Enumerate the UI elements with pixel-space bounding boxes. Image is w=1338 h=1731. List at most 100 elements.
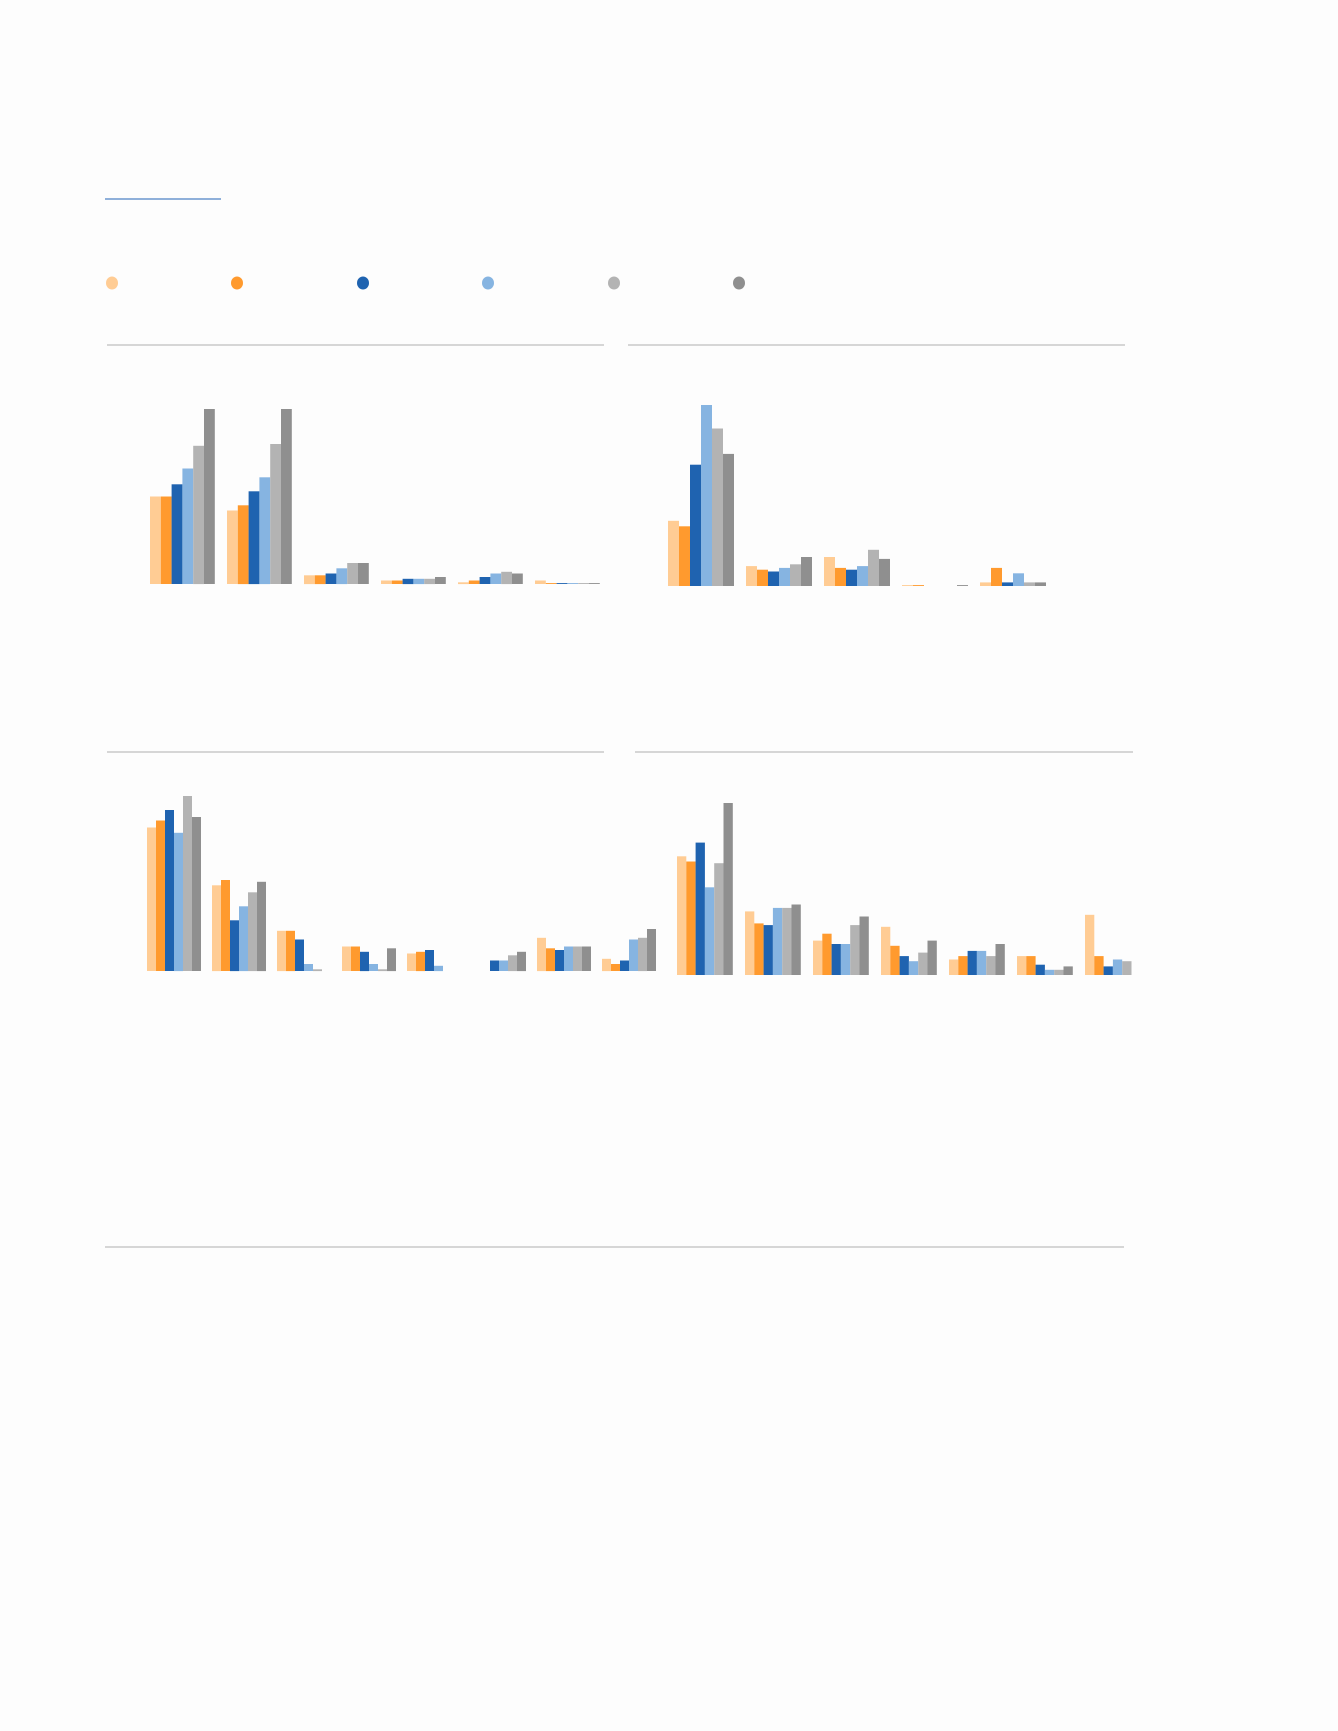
bar-group-2 [227,409,292,585]
bar [850,925,860,975]
bar [490,573,502,584]
bar [791,904,801,975]
bar-group-3 [277,930,322,972]
bar [1094,956,1104,975]
bar [611,964,620,971]
bar [772,907,783,975]
bar [257,881,266,972]
bar-chart-2 [628,344,1125,586]
bar [239,906,248,972]
bar [589,583,600,584]
bar [150,496,161,584]
bar [746,566,757,586]
bar [986,956,996,975]
bar [668,520,679,586]
bar [1103,966,1113,975]
bar-group-2 [746,557,812,586]
charts [107,344,1133,975]
bar [517,951,526,972]
bar [512,573,523,584]
bar-group-5 [949,944,1005,975]
bar [458,582,469,585]
bar [918,952,928,975]
bar-chart-1 [107,344,604,585]
bar [192,817,201,971]
bar [147,827,156,971]
bar [881,926,891,975]
bar [757,569,768,586]
bar-group-3 [813,916,869,975]
bar-group-4 [342,946,396,972]
title-underline [105,198,221,200]
bar-group-7 [1085,914,1132,975]
bar [351,946,360,971]
bar [638,937,647,972]
bar [958,956,968,975]
bar [1002,582,1013,586]
bar [967,950,977,975]
bar [555,950,564,971]
bar [573,946,582,971]
bar [763,925,773,975]
bar [1063,966,1073,975]
bar-group-5 [980,567,1046,586]
bar [677,856,687,975]
bar [537,937,546,972]
bar [434,965,443,972]
bar [754,923,764,975]
bar [1044,969,1055,975]
bar [949,959,959,975]
bar [212,885,221,972]
bar [204,409,215,584]
legend-marker-3 [357,276,369,290]
bar [281,409,292,584]
bar [193,445,204,585]
bar [378,969,387,972]
bar [313,969,322,972]
bar [704,887,715,975]
bar [221,880,230,971]
bar [501,571,512,585]
legend-marker-2 [231,276,243,290]
bar [782,907,792,975]
legend-marker-1 [106,276,118,290]
bar [304,964,313,971]
bar [358,563,369,584]
bar [490,960,499,971]
bar-group-5 [407,950,443,972]
bar [813,940,823,975]
bar [824,557,835,586]
bar [835,567,846,586]
legend-marker-5 [608,276,620,290]
bar [995,944,1005,975]
bar-group-6 [535,580,600,584]
bar [629,939,638,971]
bar [1024,582,1035,586]
bar [295,939,304,971]
bar [1035,964,1045,975]
bar [868,549,879,586]
bar-group-4 [381,577,446,585]
bar [391,580,403,584]
bar [248,892,257,972]
bar [424,578,435,585]
bar [499,960,508,971]
bar-group-8 [602,929,656,972]
bar [1054,969,1064,975]
bar [1026,956,1036,975]
bar [402,578,414,585]
bar [468,580,480,584]
bar [927,940,937,975]
bar [679,526,690,586]
bar [879,558,890,586]
bar [156,820,165,971]
bar [779,567,790,586]
bar [286,930,295,972]
bar-group-5 [458,571,523,585]
bar [546,948,555,972]
bar [976,950,987,975]
bar [980,582,991,586]
bar [277,930,286,972]
bar [360,951,369,972]
